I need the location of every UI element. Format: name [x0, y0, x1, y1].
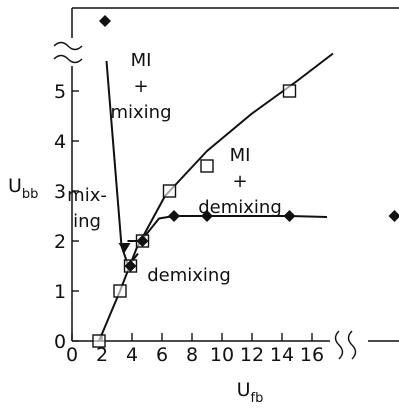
data-points [92, 15, 399, 348]
y-tick-label-1: 1 [54, 281, 66, 303]
y-tick-label-3: 3 [54, 181, 66, 203]
y-tick-label-5: 5 [54, 81, 66, 103]
x-axis-title-subscript: fb [251, 391, 264, 406]
x-tick-label-10: 10 [210, 344, 234, 366]
region-label-2-0: mix- [67, 185, 107, 206]
region-label-3-0: demixing [147, 265, 231, 286]
region-label-1-2: demixing [198, 197, 282, 218]
region-label-0-2: mixing [110, 102, 171, 123]
y-tick-label-2: 2 [54, 231, 66, 253]
x-tick-label-12: 12 [240, 344, 264, 366]
x-tick-label-0: 0 [66, 344, 78, 366]
y-axis-title-subscript: bb [22, 187, 39, 202]
x-tick-label-6: 6 [156, 344, 168, 366]
boundary-demixing-line [127, 215, 328, 242]
diamond-marker-1 [136, 235, 149, 247]
x-axis-title: Ufb [237, 379, 264, 406]
y-axis-break-mark-1 [53, 41, 83, 51]
diamond-marker-2 [168, 210, 180, 222]
x-tick-label-4: 4 [126, 344, 138, 366]
x-axis-break-mark-1 [334, 330, 344, 360]
arrow-head-marker [118, 243, 131, 253]
x-tick-label-14: 14 [270, 344, 294, 366]
square-marker-6 [282, 84, 297, 98]
y-tick-label-0: 0 [54, 331, 66, 353]
diamond-marker-0 [124, 260, 137, 272]
x-tick-label-2: 2 [96, 344, 108, 366]
region-label-0-1: + [133, 76, 148, 97]
y-axis-title: Ubb [8, 175, 38, 202]
x-tick-label-16: 16 [300, 344, 324, 366]
offscale-diamond-marker-1 [388, 210, 399, 222]
offscale-diamond-marker-0 [99, 15, 111, 27]
plot-frame [53, 7, 399, 360]
chart-labels: Ufb Ubb MI + mixing MI + demixing mix-ing demixin… [8, 50, 282, 406]
y-axis-break-mark-2 [53, 54, 83, 64]
region-label-0-0: MI [131, 50, 152, 71]
x-tick-label-8: 8 [186, 344, 198, 366]
square-marker-0 [92, 334, 106, 348]
square-marker-5 [200, 159, 214, 173]
x-axis-break-mark-2 [347, 330, 357, 360]
region-label-1-0: MI [230, 145, 251, 166]
region-label-2-1: ing [73, 211, 101, 232]
y-tick-label-4: 4 [54, 131, 66, 153]
square-marker-1 [113, 284, 127, 298]
square-marker-4 [162, 184, 177, 198]
diamond-marker-3 [201, 210, 213, 222]
region-label-1-1: + [232, 171, 247, 192]
diamond-marker-4 [283, 210, 296, 222]
